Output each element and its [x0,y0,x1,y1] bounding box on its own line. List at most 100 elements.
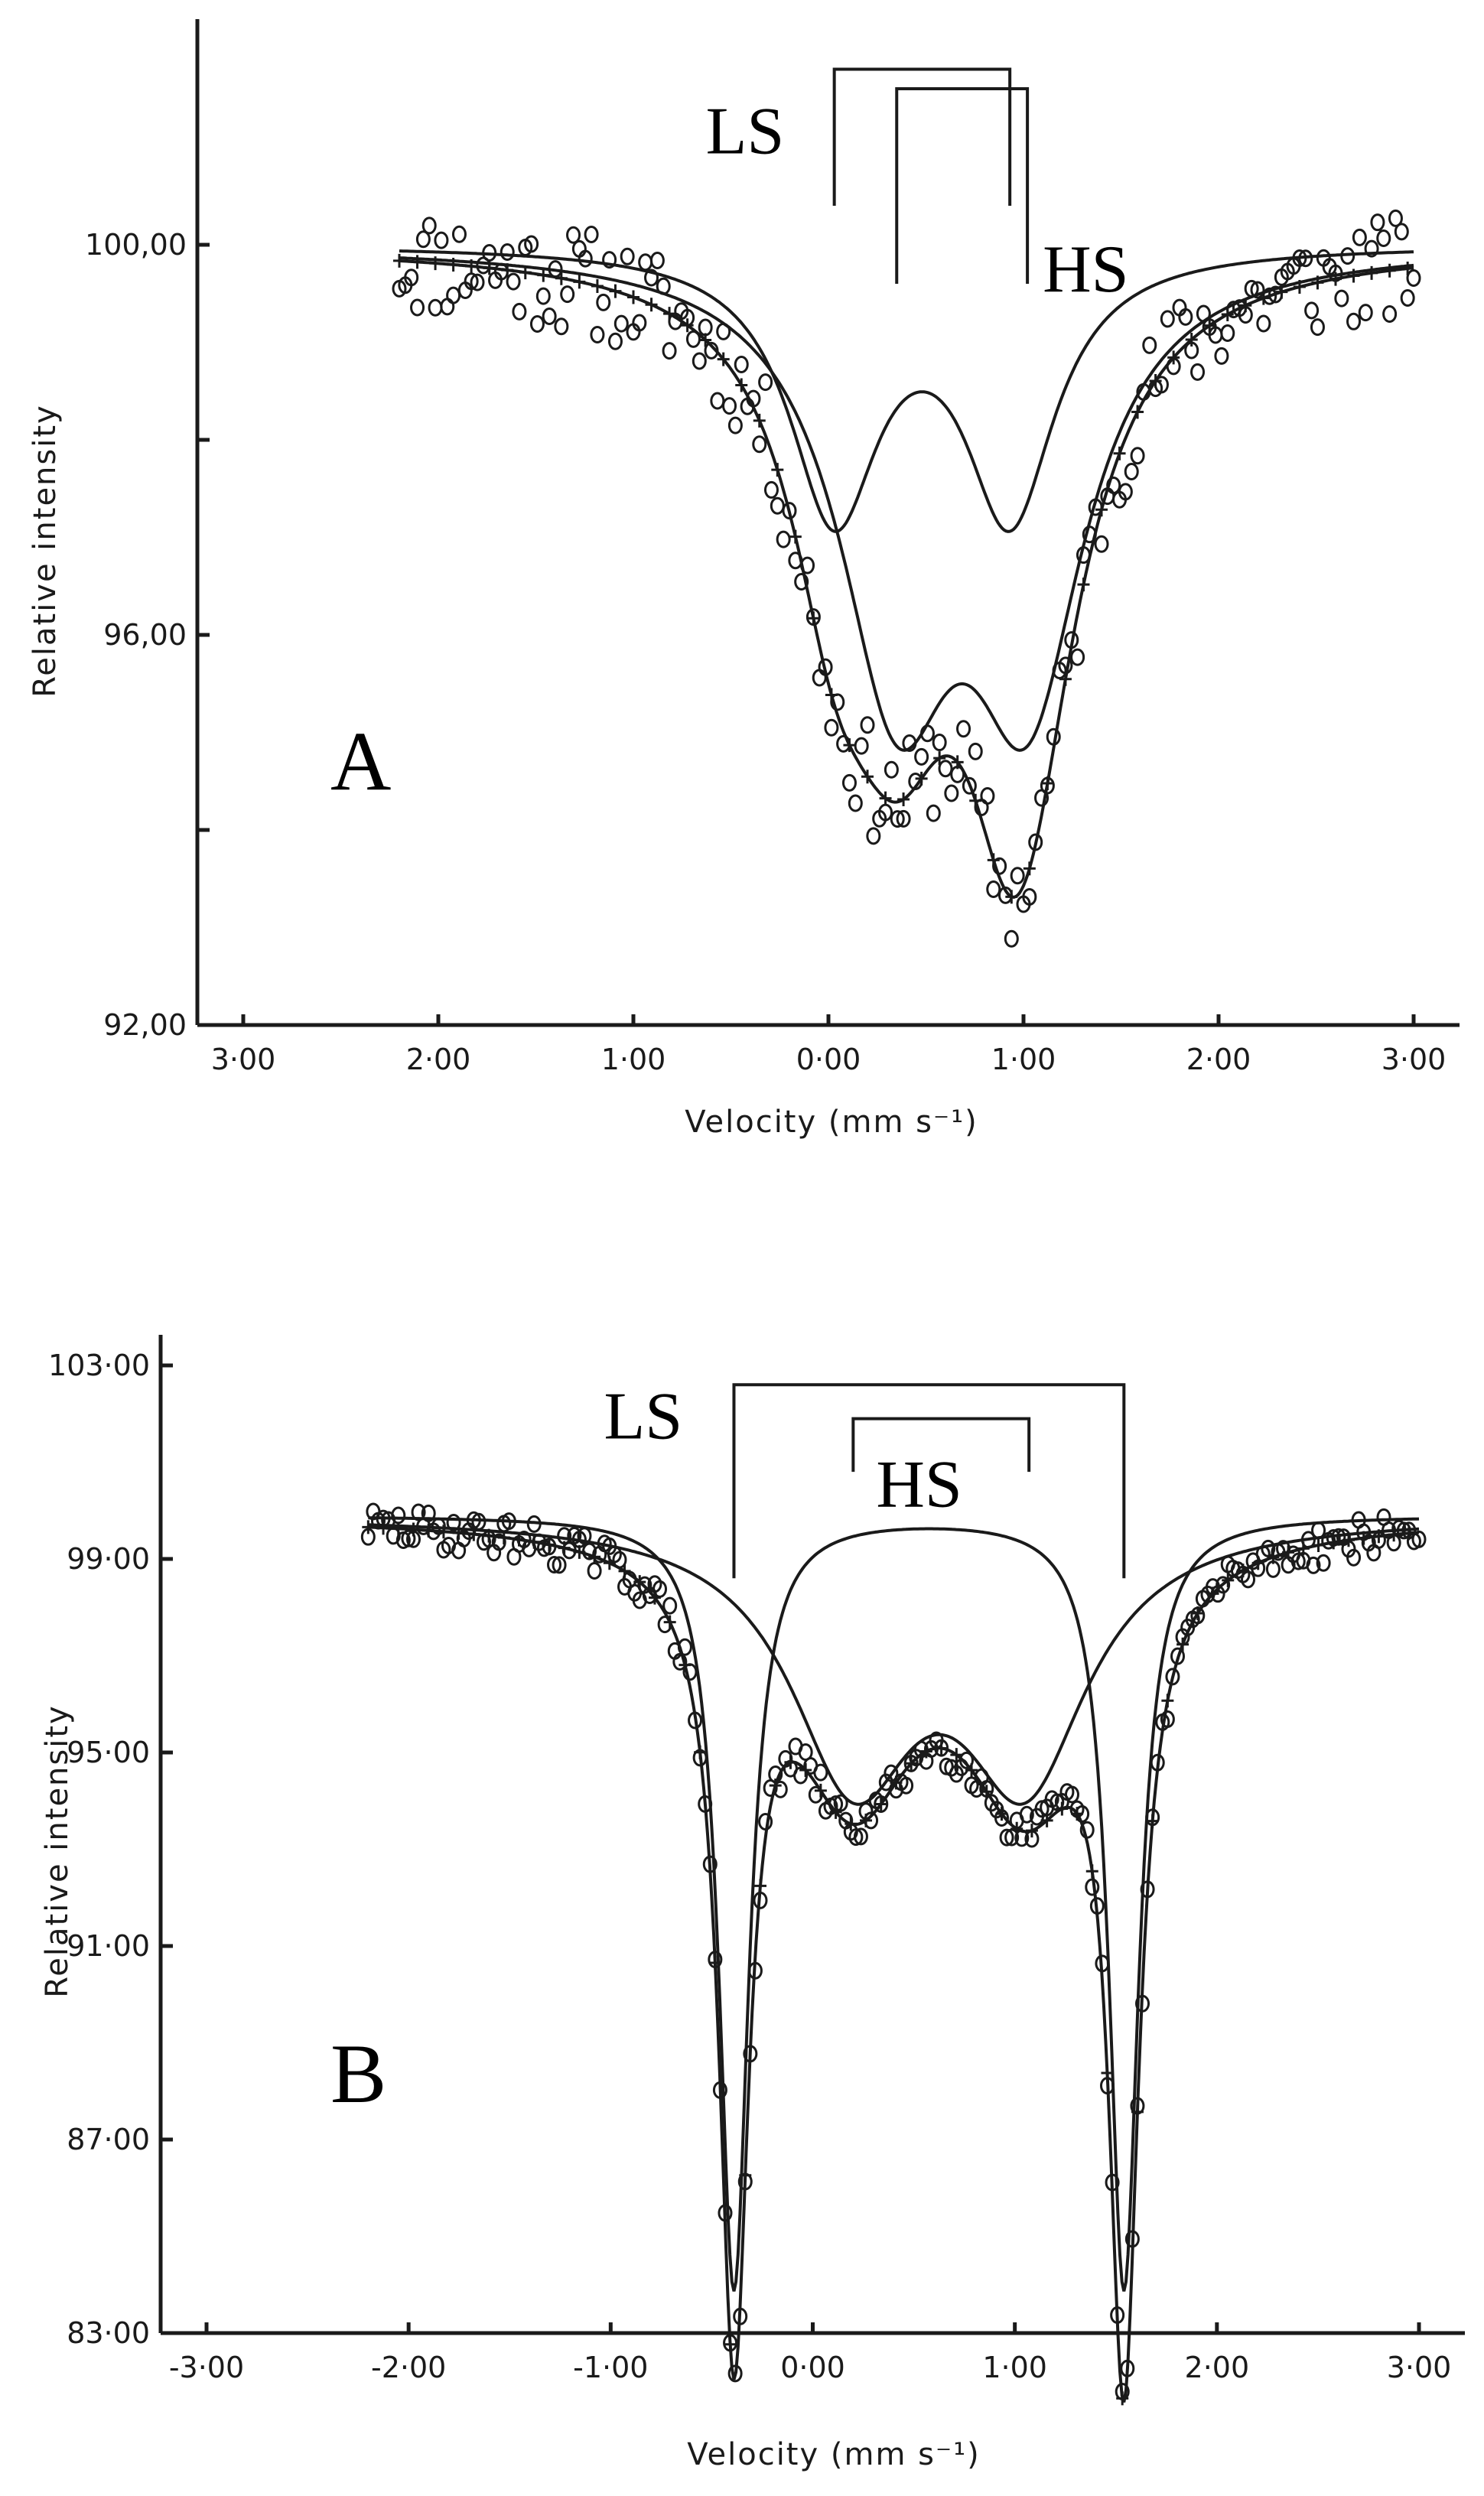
panel-a-data-point [1340,247,1355,265]
panel-a-data-point [566,226,581,244]
panel-b-data-point [1306,1556,1321,1574]
panel-a-data-point [722,397,737,415]
panel-b-data-point [753,1891,768,1909]
panel-b-data-point [612,1551,627,1569]
panel-b-fit-point [1131,2104,1144,2119]
panel-a-data-point [1022,887,1037,906]
panel-b-ls-bracket [732,1383,1126,1579]
panel-a-data-point [434,231,449,249]
panel-a-data-point [1124,462,1139,480]
panel-b-data-point [1095,1954,1110,1973]
panel-a-y-tick-label: 100,00 [85,228,187,262]
panel-b-fit-point [1025,1824,1038,1838]
panel-b-x-tick-label: 1·00 [982,2351,1047,2384]
panel-a-data-point [656,277,671,295]
panel-a-fit-point [591,278,604,293]
panel-b-data-point [698,1795,713,1813]
panel-a-data-point [596,293,611,311]
panel-b-data-point [853,1827,868,1846]
panel-b-data-point [501,1512,516,1531]
panel-b-data-point [864,1811,879,1830]
panel-a-data-point [482,244,497,262]
panel-a-data-point [1070,648,1085,666]
panel-b-fit-point [497,1530,510,1544]
panel-a-fit-point [1293,280,1306,295]
panel-b-fit-curve [368,1523,1420,1806]
panel-a-data-point [818,658,833,676]
panel-b-data-point [471,1512,487,1531]
panel-a-data-point [752,435,767,454]
panel-b-data-point [1075,1804,1090,1823]
panel-a-fit-curve [399,259,1414,899]
panel-b-data-point [1120,2359,1135,2377]
panel-a-data-point [782,502,797,520]
panel-a-data-point [1214,347,1229,365]
panel-a-data-point [986,880,1001,899]
panel-a-fit-point [681,318,694,333]
panel-b-data-point [682,1663,698,1681]
panel-a-fit-point [843,738,856,753]
panel-b-data-point [884,1764,899,1782]
panel-b-fit-point [1101,2065,1114,2080]
panel-a-data-point [578,249,593,268]
panel-a-hs-label: HS [1043,233,1129,307]
panel-a-data-point [632,314,647,332]
panel-a-label: A [330,714,391,808]
panel-b-fit-point [753,1879,766,1893]
panel-a-data-point [1160,310,1175,328]
panel-b-x-tick-label: -3·00 [169,2351,244,2384]
panel-b-data-point [1150,1753,1165,1772]
panel-a-data-point [1082,526,1097,544]
panel-b-data-point [1135,1994,1150,2013]
panel-a-fit-point [393,253,405,268]
panel-b-data-point [1085,1878,1100,1896]
panel-b-data-point [1170,1647,1186,1665]
panel-a-data-point [404,268,419,287]
panel-b-fit-point [845,1817,858,1831]
panel-b-data-point [727,2364,743,2383]
panel-b-data-point [677,1638,692,1656]
panel-b-hs-bracket [851,1417,1031,1473]
panel-a-data-point [848,794,863,812]
panel-a-data-point [470,273,485,291]
panel-a-data-point [1010,867,1025,885]
panel-b-fit-point [1116,2391,1129,2406]
panel-b-y-axis-title: Relative intensity [40,1704,75,1997]
panel-b-data-point [899,1776,914,1795]
panel-a-data-point [542,307,557,325]
panel-a-fit-point [951,755,964,770]
panel-a-fit-point [933,751,946,766]
panel-b-data-point [1089,1897,1105,1915]
panel-a-fit-point [1275,285,1288,299]
panel-a-data-point [758,373,773,392]
panel-a-data-point [649,251,665,269]
panel-a-data-point [866,827,881,845]
panel-b-data-point [446,1514,461,1532]
panel-a-x-tick-label: 0·00 [796,1043,861,1076]
panel-a-data-point [464,272,479,291]
panel-a-data-point [716,322,731,340]
panel-b-fit-point [708,1955,721,1970]
panel-b-data-point [718,2204,733,2222]
panel-a-fit-point [699,333,712,347]
panel-a-fit-point [1347,268,1360,283]
panel-b-data-point [1411,1530,1427,1548]
panel-b-fit-point [1146,1814,1159,1828]
panel-b-fit-point [1176,1637,1189,1652]
panel-a-data-point [602,251,617,269]
panel-a-x-tick-label: 3·00 [211,1043,276,1076]
panel-b-fit-point [950,1748,963,1762]
panel-a-fit-point [645,298,658,312]
panel-a-x-tick-label: 1·00 [991,1043,1056,1076]
panel-b-data-point [1019,1805,1034,1824]
panel-a-ls-label: LS [706,95,785,169]
panel-a-data-point [932,734,947,752]
panel-a-data-point [1130,447,1145,465]
panel-a-fit-point [1167,350,1180,365]
panel-b-fit-point [980,1785,993,1799]
panel-a-data-point [902,734,917,752]
panel-a-data-point [776,530,791,548]
panel-b-fit-point [874,1797,887,1811]
panel-b-x-tick-label: -1·00 [573,2351,648,2384]
